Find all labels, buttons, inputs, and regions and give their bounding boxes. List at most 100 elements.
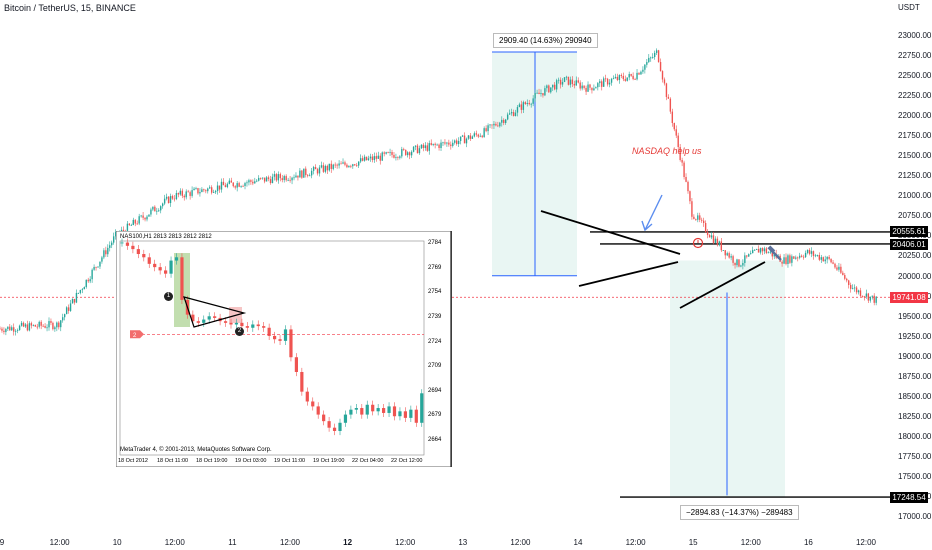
candle-body [561,81,564,85]
candle-body [430,143,432,145]
y-tick-label: 19500.00 [898,311,932,321]
candle-body [22,322,25,327]
candle-body [812,251,815,256]
candle-body [642,69,644,72]
candle-body [359,158,362,162]
candle-body [628,74,630,78]
candle-body [199,192,201,194]
x-tick-label: 12:00 [279,538,301,547]
inset-x-tick: 19 Oct 03:00 [235,458,267,464]
candle-body [18,325,21,331]
inset-candle-body [262,326,266,328]
candle-body [514,112,517,117]
inset-candle-body [392,406,397,417]
candle-body [587,84,589,92]
candle-body [246,182,248,184]
candle-body [232,182,234,187]
candle-body [671,111,674,124]
candle-body [714,238,717,243]
candle-body [13,327,15,332]
measure-label-down: −2894.83 (−14.37%) −289483 [680,505,799,520]
candle-body [716,238,719,246]
candle-body [181,190,183,196]
candle-body [601,81,603,87]
candle-body [220,181,223,190]
inset-x-tick: 19 Oct 11:00 [274,458,306,464]
candle-body [459,136,462,142]
y-tick-label: 18500.00 [898,391,932,401]
candle-body [95,266,97,268]
y-tick-label: 19000.00 [898,351,932,361]
candle-body [161,203,164,207]
candle-body [79,289,82,293]
candle-body [44,326,46,328]
candle-body [9,326,11,331]
candle-body [604,78,607,80]
candle-body [497,125,499,127]
candle-body [361,158,364,161]
candle-body [830,258,832,263]
candle-body [820,257,822,260]
candle-body [297,175,299,178]
candle-body [746,255,748,257]
candle-body [299,170,301,178]
candle-body [71,298,74,304]
inset-mt4-chart: 2 NAS100,H1 2813 2813 2812 2812 MetaTrad… [116,231,452,467]
inset-candle-body [169,260,173,274]
inset-candle-body [234,322,239,325]
candle-body [814,255,817,257]
candle-body [234,186,236,188]
inset-y-tick: 2679 [428,412,442,419]
candle-body [16,330,19,331]
inset-candle-body [300,371,304,392]
candle-body [704,222,707,232]
candle-body [83,287,85,290]
candle-body [401,149,403,157]
candle-body [857,290,860,293]
inset-candle-body [180,257,184,300]
candle-body [859,290,862,296]
candle-body [577,80,579,83]
candle-body [646,62,648,65]
y-tick-label: 22750.00 [898,51,932,61]
candles [0,48,877,336]
candle-body [677,135,679,148]
candle-body [824,259,826,262]
candle-body [422,144,425,149]
candle-body [218,185,221,190]
candle-body [710,235,713,238]
candle-body [1,328,3,331]
candle-body [732,256,734,263]
candle-body [312,167,315,171]
candle-body [787,255,789,265]
candle-body [614,76,617,79]
candle-body [538,92,540,95]
candle-body [101,257,103,262]
candle-body [50,321,52,323]
candle-body [499,122,501,127]
inset-y-tick: 2724 [428,338,442,345]
candle-body [248,180,250,183]
x-tick-label: 12:00 [164,538,185,547]
candle-body [377,155,379,159]
candle-body [28,323,31,331]
badge-2: 2 [235,327,244,336]
candle-body [436,144,438,146]
candle-body [573,83,576,86]
candle-body [369,156,372,159]
candle-body [479,135,481,137]
candle-body [848,280,850,285]
candle-body [534,93,536,99]
candle-body [855,287,858,293]
candle-body [357,161,360,166]
candle-body [111,242,113,246]
candle-body [471,136,474,139]
candle-body [14,330,17,332]
candle-body [644,64,646,70]
candle-body [138,216,140,224]
inset-price-tag-text: 2 [133,333,137,339]
candle-body [5,328,7,333]
candle-body [385,152,387,154]
candle-body [418,148,421,154]
